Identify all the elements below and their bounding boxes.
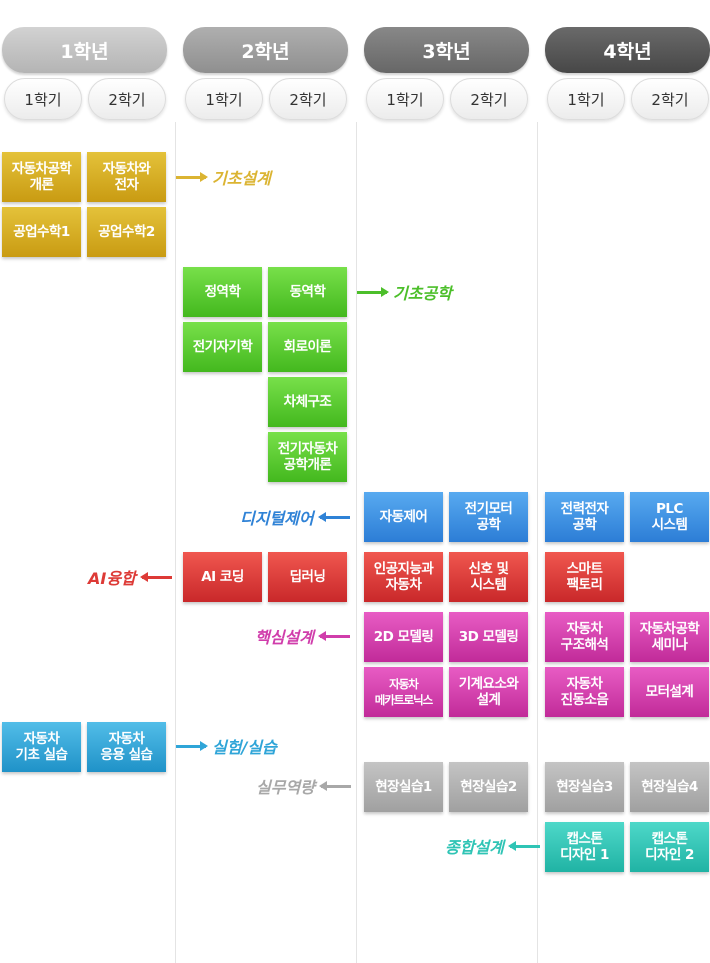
course-box: 3D 모델링 <box>449 612 528 662</box>
semester-header: 1학기 <box>366 78 444 120</box>
column-divider <box>356 122 357 963</box>
course-box: 현장실습3 <box>545 762 624 812</box>
course-box: 자동차 기초 실습 <box>2 722 81 772</box>
column-divider <box>537 122 538 963</box>
year-header-2: 2학년 <box>183 27 348 73</box>
category-label-practical-skills: 실무역량 <box>256 774 351 798</box>
course-box: 회로이론 <box>268 322 347 372</box>
course-box: 자동차 응용 실습 <box>87 722 166 772</box>
course-box: 자동차와 전자 <box>87 152 166 202</box>
course-box: 전기자동차 공학개론 <box>268 432 347 482</box>
category-label-lab-practice: 실험/실습 <box>176 734 277 758</box>
course-box: 전기자기학 <box>183 322 262 372</box>
arrow-right-icon <box>357 286 389 297</box>
column-divider <box>175 122 176 963</box>
course-box: 동역학 <box>268 267 347 317</box>
semester-header: 1학기 <box>4 78 82 120</box>
course-box: 현장실습4 <box>630 762 709 812</box>
course-box: 자동차공학 개론 <box>2 152 81 202</box>
arrow-left-icon <box>317 511 350 522</box>
course-box: 기계요소와 설계 <box>449 667 528 717</box>
course-box: 전기모터 공학 <box>449 492 528 542</box>
category-label-basic-design: 기초설계 <box>176 165 271 189</box>
course-box: 딥러닝 <box>268 552 347 602</box>
course-box: 신호 및 시스템 <box>449 552 528 602</box>
semester-header: 1학기 <box>185 78 263 120</box>
course-box: 공업수학1 <box>2 207 81 257</box>
course-box: 현장실습1 <box>364 762 443 812</box>
arrow-left-icon <box>318 780 351 791</box>
category-label-basic-engineering: 기초공학 <box>357 280 452 304</box>
arrow-left-icon <box>317 630 350 641</box>
year-header-4: 4학년 <box>545 27 710 73</box>
course-box: 정역학 <box>183 267 262 317</box>
course-box: 공업수학2 <box>87 207 166 257</box>
arrow-left-icon <box>139 571 172 582</box>
course-box: 현장실습2 <box>449 762 528 812</box>
course-box: 인공지능과 자동차 <box>364 552 443 602</box>
course-box: 차체구조 <box>268 377 347 427</box>
course-box: PLC 시스템 <box>630 492 709 542</box>
semester-header: 2학기 <box>88 78 166 120</box>
course-box: AI 코딩 <box>183 552 262 602</box>
course-box: 자동제어 <box>364 492 443 542</box>
course-box: 자동차공학 세미나 <box>630 612 709 662</box>
semester-header: 2학기 <box>450 78 528 120</box>
course-box: 자동차 진동소음 <box>545 667 624 717</box>
semester-header: 1학기 <box>547 78 625 120</box>
course-box: 전력전자 공학 <box>545 492 624 542</box>
arrow-right-icon <box>176 171 208 182</box>
category-label-ai-fusion: AI융합 <box>88 565 172 589</box>
year-header-3: 3학년 <box>364 27 529 73</box>
category-label-capstone-design: 종합설계 <box>445 834 540 858</box>
arrow-right-icon <box>176 740 208 751</box>
semester-header: 2학기 <box>269 78 347 120</box>
course-box: 자동차 구조해석 <box>545 612 624 662</box>
course-box: 스마트 팩토리 <box>545 552 624 602</box>
year-header-1: 1학년 <box>2 27 167 73</box>
course-box: 자동차 메카트로닉스 <box>364 667 443 717</box>
course-box: 모터설계 <box>630 667 709 717</box>
course-box: 캡스톤 디자인 2 <box>630 822 709 872</box>
course-box: 캡스톤 디자인 1 <box>545 822 624 872</box>
course-box: 2D 모델링 <box>364 612 443 662</box>
arrow-left-icon <box>507 840 540 851</box>
category-label-core-design: 핵심설계 <box>255 624 350 648</box>
semester-header: 2학기 <box>631 78 709 120</box>
category-label-digital-control: 디지털제어 <box>240 505 350 529</box>
